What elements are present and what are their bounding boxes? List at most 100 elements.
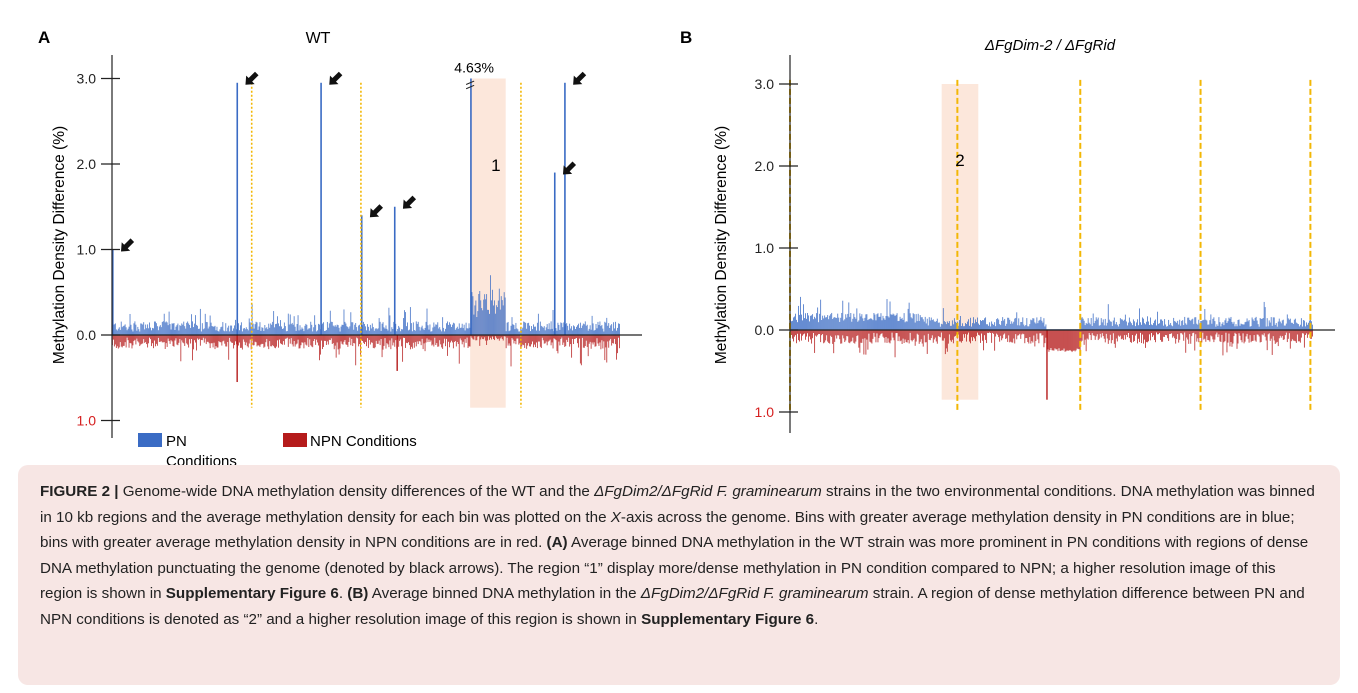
- pn-bar: [1022, 317, 1024, 330]
- pn-bar: [1298, 326, 1300, 330]
- npn-bar: [573, 335, 574, 345]
- npn-bar: [197, 335, 199, 340]
- pn-bar: [154, 321, 156, 335]
- pn-bar: [1042, 322, 1044, 330]
- npn-bar: [374, 335, 376, 348]
- npn-bar: [290, 335, 292, 339]
- caption-b-label: (B): [347, 585, 369, 602]
- npn-bar: [1028, 330, 1030, 344]
- npn-bar: [1132, 330, 1134, 342]
- pn-bar: [1202, 320, 1204, 330]
- pn-bar: [1096, 319, 1098, 330]
- pn-bar: [980, 320, 981, 330]
- npn-bar: [184, 335, 186, 346]
- pn-bar: [973, 317, 974, 330]
- npn-bar: [970, 330, 971, 344]
- npn-bar: [1189, 330, 1191, 335]
- npn-bar: [117, 335, 119, 349]
- pn-bar: [369, 324, 371, 335]
- npn-bar: [225, 335, 227, 347]
- npn-bar: [944, 330, 946, 355]
- pn-bar: [191, 314, 193, 335]
- pn-bar: [1192, 318, 1194, 330]
- npn-bar: [451, 335, 453, 343]
- pn-bar: [821, 320, 823, 330]
- npn-bar: [408, 335, 409, 343]
- pn-bar: [841, 312, 843, 330]
- npn-bar: [233, 335, 235, 349]
- npn-bar: [586, 335, 588, 347]
- pn-bar: [963, 326, 965, 330]
- pn-bar: [1028, 326, 1030, 330]
- npn-bar: [298, 335, 300, 349]
- pn-bar: [1134, 326, 1136, 330]
- pn-bar: [351, 322, 353, 335]
- npn-bar: [251, 335, 253, 340]
- npn-bar: [968, 330, 969, 333]
- npn-bar: [283, 335, 285, 345]
- npn-bar: [899, 330, 901, 342]
- npn-bar: [846, 330, 848, 337]
- npn-bar: [531, 335, 532, 345]
- pn-bar: [345, 323, 347, 335]
- npn-bar: [394, 335, 396, 347]
- pn-bar: [830, 314, 832, 330]
- pn-bar: [986, 324, 988, 330]
- npn-bar: [845, 330, 847, 341]
- pn-bar: [247, 330, 249, 335]
- npn-bar: [1079, 330, 1081, 351]
- pn-bar: [124, 324, 126, 335]
- pn-bar: [591, 315, 593, 335]
- npn-bar: [193, 335, 194, 350]
- pn-bar: [1038, 320, 1040, 330]
- npn-bar: [189, 335, 191, 340]
- pn-bar: [1113, 317, 1115, 330]
- npn-bar: [378, 335, 380, 341]
- npn-bar: [324, 335, 326, 341]
- pn-bar: [1081, 317, 1083, 330]
- pn-bar: [370, 328, 372, 335]
- pn-bar: [589, 325, 591, 335]
- pn-bar: [1165, 324, 1167, 330]
- npn-bar: [1259, 330, 1261, 343]
- pn-bar: [406, 326, 407, 335]
- npn-bar: [517, 335, 519, 339]
- npn-bar: [831, 330, 833, 337]
- pn-bar: [570, 328, 572, 335]
- pn-bar: [491, 300, 492, 335]
- npn-bar: [277, 335, 278, 341]
- npn-bar: [282, 335, 284, 342]
- pn-bar: [1201, 320, 1203, 330]
- pn-bar: [447, 321, 448, 335]
- npn-bar: [902, 330, 904, 339]
- pn-bar: [495, 305, 497, 335]
- pn-bar: [152, 327, 153, 335]
- npn-bar: [606, 335, 608, 363]
- pn-bar: [817, 307, 819, 330]
- pn-bar: [367, 326, 369, 335]
- npn-bar: [1202, 330, 1204, 333]
- npn-bar: [1004, 330, 1006, 334]
- pn-bar: [1152, 325, 1153, 330]
- npn-bar: [1121, 330, 1123, 339]
- pn-bar: [1185, 323, 1187, 330]
- pn-bar: [1290, 322, 1292, 330]
- npn-bar: [1230, 330, 1232, 343]
- npn-bar: [392, 335, 394, 346]
- pn-bar: [249, 322, 251, 335]
- pn-bar: [270, 323, 272, 335]
- npn-bar: [949, 330, 951, 341]
- pn-bar: [233, 328, 235, 335]
- npn-bar: [444, 335, 446, 339]
- npn-bar: [1216, 330, 1218, 333]
- npn-bar: [891, 330, 893, 333]
- npn-bar: [582, 335, 584, 348]
- npn-bar: [1179, 330, 1181, 340]
- npn-bar: [336, 335, 338, 343]
- pn-bar: [1251, 317, 1253, 330]
- pn-bar: [208, 326, 210, 335]
- pn-bar: [1275, 323, 1277, 330]
- pn-bar: [160, 327, 162, 335]
- npn-bar: [203, 335, 205, 343]
- pn-bar: [1281, 320, 1283, 330]
